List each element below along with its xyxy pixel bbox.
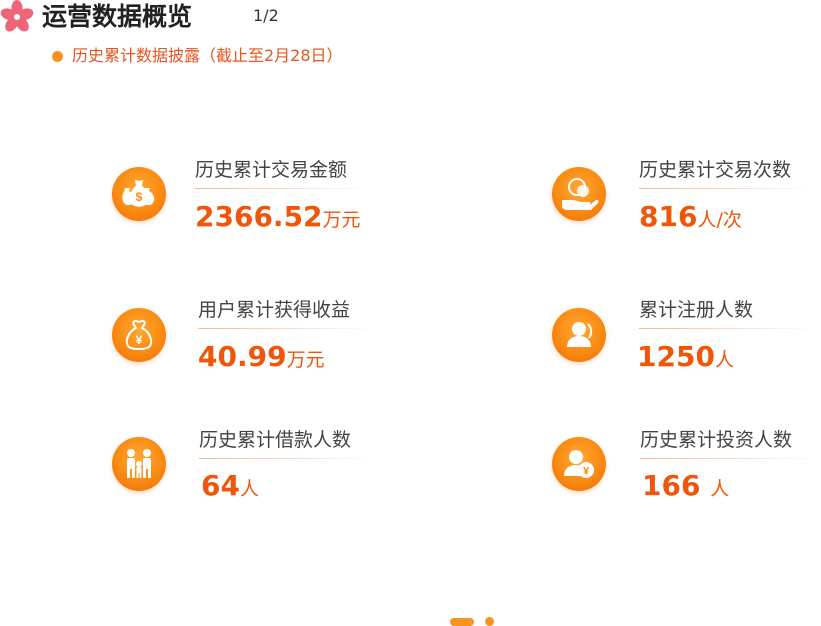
stat-number: 816 xyxy=(639,200,698,233)
stat-divider xyxy=(198,328,376,329)
svg-text:$: $ xyxy=(136,190,143,204)
stat-label-registered-users: 累计注册人数 xyxy=(639,299,754,321)
stat-number: 166 xyxy=(642,469,711,502)
stat-label-user-earnings: 用户累计获得收益 xyxy=(198,299,351,321)
stat-number: 2366.52 xyxy=(195,200,323,233)
stat-unit: 人/次 xyxy=(697,209,742,231)
stat-number: 1250 xyxy=(637,340,715,373)
stat-divider xyxy=(639,188,817,189)
money-bags-icon: $ xyxy=(112,167,166,221)
stat-unit: 人 xyxy=(714,349,734,371)
stat-value-borrowers: 64人 xyxy=(201,466,259,510)
stat-unit: 万元 xyxy=(322,209,361,231)
pager-dot-active[interactable] xyxy=(450,618,474,626)
svg-text:¥: ¥ xyxy=(583,466,590,478)
stat-unit: 人 xyxy=(710,478,730,500)
stat-label-investors: 历史累计投资人数 xyxy=(640,429,793,451)
subtitle-bullet xyxy=(52,51,63,62)
page-title: 运营数据概览 xyxy=(42,2,193,31)
stat-unit: 人 xyxy=(239,478,259,500)
stat-divider xyxy=(639,328,817,329)
user-silhouette-icon xyxy=(552,308,606,362)
svg-text:¥: ¥ xyxy=(136,333,143,347)
flower-logo-icon xyxy=(0,0,34,32)
stat-divider xyxy=(195,188,373,189)
stat-label-borrowers: 历史累计借款人数 xyxy=(199,429,352,451)
subtitle: 历史累计数据披露（截止至2月28日） xyxy=(72,46,343,65)
stat-number: 40.99 xyxy=(198,340,287,373)
stat-value-total-amount: 2366.52万元 xyxy=(195,197,361,241)
stat-divider xyxy=(640,458,818,459)
yuan-money-bag-icon: ¥ xyxy=(112,308,166,362)
stat-number: 64 xyxy=(201,469,240,502)
stat-value-total-count: 816人/次 xyxy=(639,197,742,241)
stat-unit: 万元 xyxy=(286,349,325,371)
page-indicator: 1/2 xyxy=(253,6,279,25)
pager-dot-next[interactable] xyxy=(485,617,494,626)
coin-in-hand-icon xyxy=(552,167,606,221)
stat-value-user-earnings: 40.99万元 xyxy=(198,337,325,381)
stat-divider xyxy=(199,458,377,459)
family-icon xyxy=(112,437,166,491)
stat-label-total-amount: 历史累计交易金额 xyxy=(195,159,348,181)
stat-value-investors: 166 人 xyxy=(642,466,729,510)
stat-value-registered-users: 1250人 xyxy=(637,337,734,381)
stat-label-total-count: 历史累计交易次数 xyxy=(639,159,792,181)
investor-yuan-icon: ¥ xyxy=(552,437,606,491)
